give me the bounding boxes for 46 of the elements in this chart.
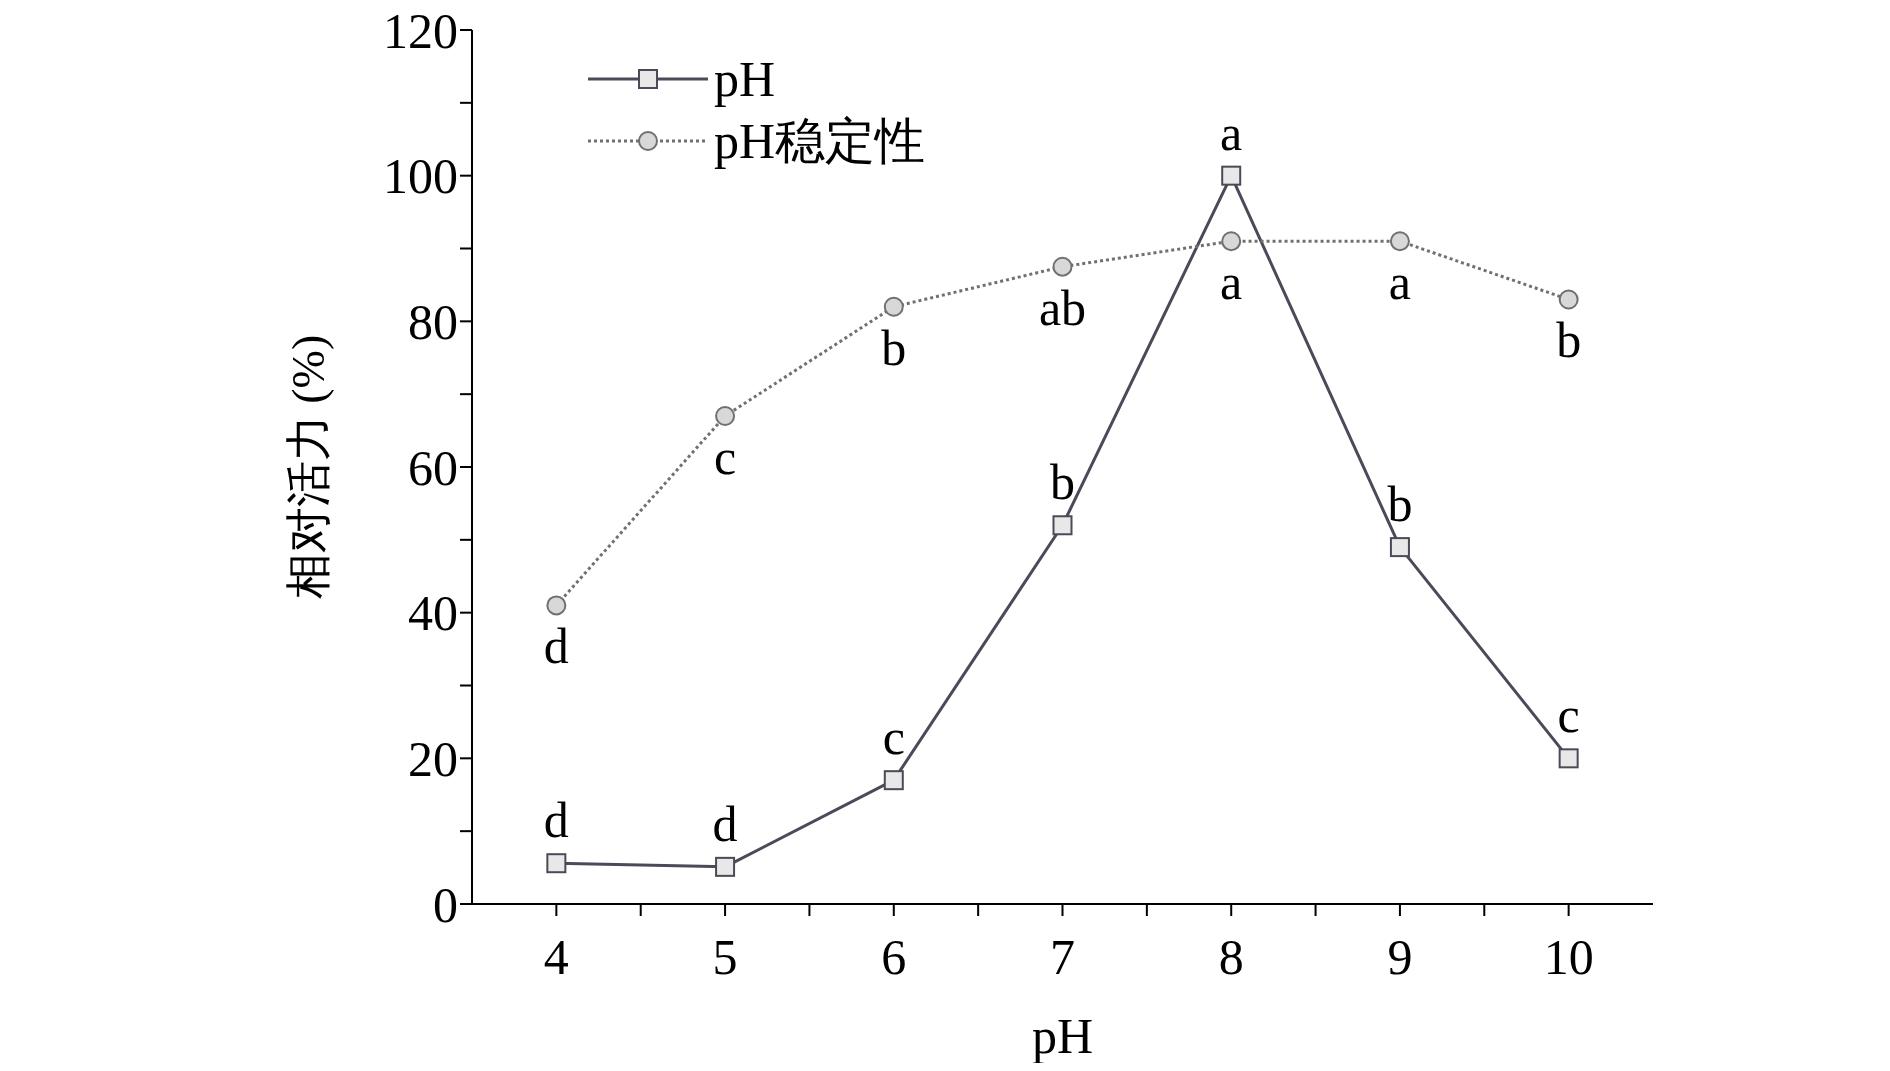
y-tick-label: 120	[383, 2, 458, 59]
data-label: a	[1220, 104, 1243, 161]
x-tick-label: 7	[1050, 928, 1075, 985]
data-label: ab	[1038, 279, 1087, 336]
data-label: b	[1556, 312, 1582, 369]
point	[1221, 231, 1242, 252]
x-tick-label: 5	[712, 928, 738, 985]
y-tick-label: 80	[408, 294, 458, 351]
data-label: b	[881, 319, 907, 376]
point	[1389, 537, 1410, 558]
point	[1558, 748, 1579, 769]
data-label: d	[712, 795, 738, 852]
data-label: d	[543, 618, 569, 675]
x-tick-label: 9	[1387, 928, 1413, 985]
point	[883, 296, 904, 317]
x-axis-title: pH	[1031, 1008, 1094, 1064]
point	[1052, 256, 1073, 277]
data-label: d	[543, 792, 569, 849]
point	[715, 856, 736, 877]
y-axis-title: 相对活力 (%)	[282, 334, 334, 600]
y-tick-label: 40	[408, 585, 458, 642]
data-label: b	[1050, 454, 1075, 511]
x-tick-label: 6	[881, 928, 907, 985]
data-label: c	[713, 429, 737, 486]
data-label: a	[1220, 254, 1243, 311]
point	[883, 770, 904, 791]
point	[546, 595, 567, 616]
legend-label: pH	[714, 50, 776, 108]
legend-label: pH稳定性	[714, 111, 926, 171]
x-tick-label: 10	[1543, 928, 1594, 985]
y-tick-label: 20	[408, 731, 458, 788]
point	[1221, 165, 1242, 186]
x-tick-label: 8	[1218, 928, 1244, 985]
y-tick-label: 0	[433, 876, 458, 933]
point	[1052, 515, 1073, 536]
y-tick-label: 60	[408, 439, 458, 496]
data-label: c	[882, 709, 905, 766]
x-tick-label: 4	[543, 928, 569, 985]
data-label: a	[1388, 254, 1412, 311]
y-tick-label: 100	[383, 148, 458, 205]
data-label: b	[1387, 476, 1413, 533]
point	[715, 406, 736, 427]
data-label: c	[1557, 687, 1580, 744]
point	[1389, 231, 1410, 252]
point	[1558, 289, 1579, 310]
point	[546, 853, 567, 874]
